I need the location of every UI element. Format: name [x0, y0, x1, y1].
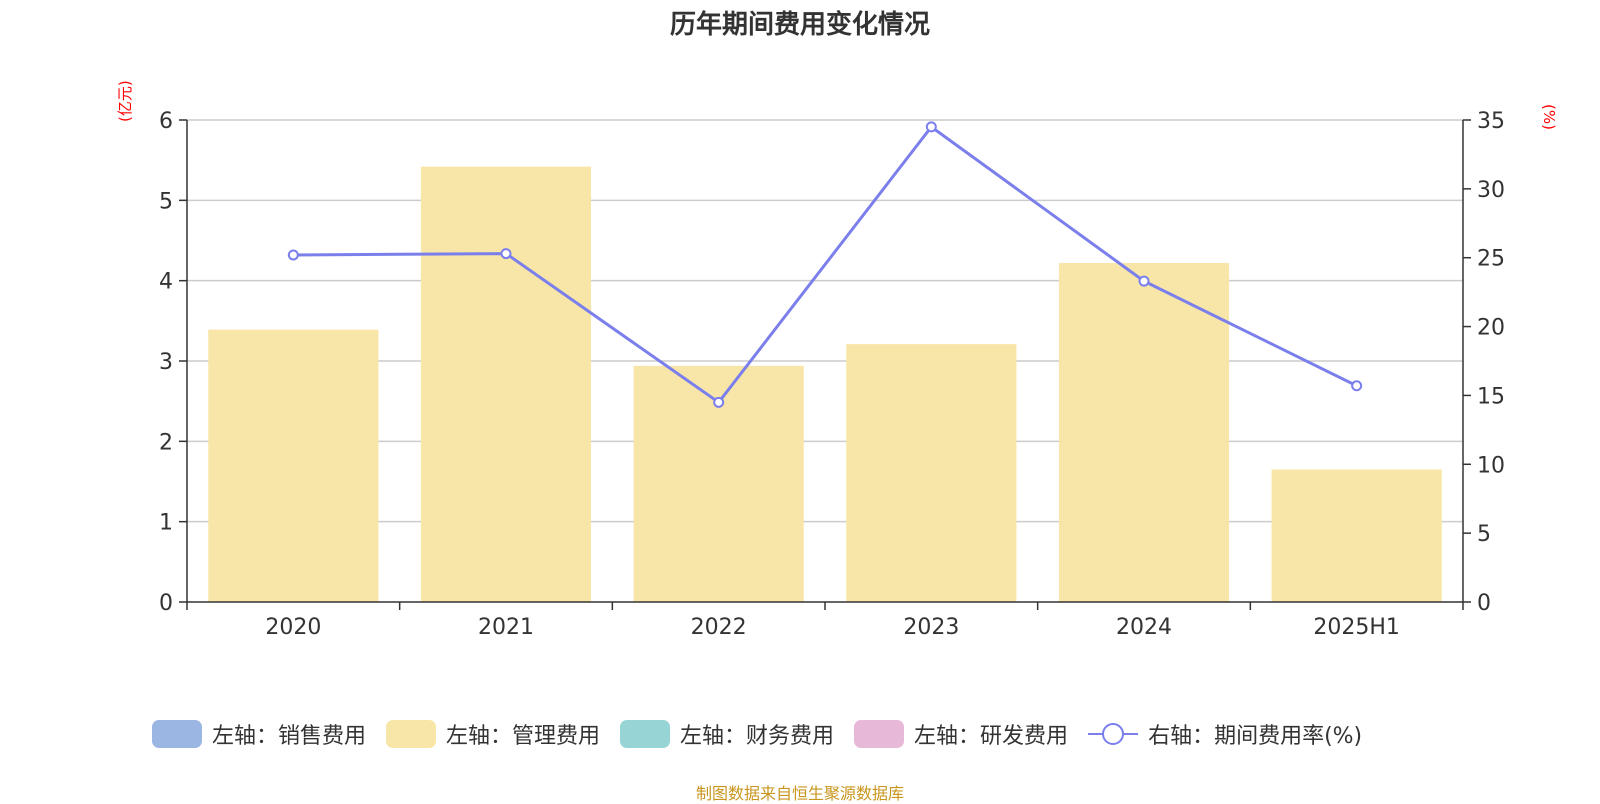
right-axis-tick-label: 5: [1477, 522, 1491, 547]
expense-ratio-point: [925, 121, 937, 133]
bar-admin-expense: [1271, 469, 1442, 602]
left-axis-tick-label: 0: [159, 591, 173, 616]
x-axis-tick-label: 2023: [903, 615, 959, 640]
x-axis-tick-label: 2021: [478, 615, 534, 640]
left-axis-tick-label: 1: [159, 511, 173, 536]
right-axis-tick-label: 30: [1477, 178, 1505, 203]
x-axis-tick-label: 2025H1: [1313, 615, 1400, 640]
legend-line-marker-icon: [1088, 723, 1139, 745]
legend-label-sales: 左轴：销售费用: [212, 724, 367, 749]
legend-item-finance[interactable]: 左轴：财务费用: [620, 718, 834, 750]
bar-admin-expense: [420, 166, 592, 603]
chart-title: 历年期间费用变化情况: [669, 10, 930, 40]
legend-label-rd: 左轴：研发费用: [914, 724, 1069, 749]
left-axis-tick-label: 2: [159, 430, 173, 455]
legend-swatch-rd: [854, 720, 905, 748]
x-axis-tick-label: 2022: [691, 615, 747, 640]
legend-swatch-finance: [620, 720, 671, 748]
right-axis-tick-label: 35: [1477, 109, 1505, 134]
legend-item-expense-ratio[interactable]: 右轴：期间费用率(%): [1088, 718, 1362, 750]
right-axis-tick-label: 25: [1477, 247, 1505, 272]
legend-swatch-admin: [386, 720, 437, 748]
data-source-note: 制图数据来自恒生聚源数据库: [695, 784, 904, 803]
expense-ratio-point: [500, 248, 512, 260]
expense-ratio-point: [287, 249, 299, 261]
expense-ratio-point: [713, 396, 725, 408]
right-axis-tick-label: 0: [1477, 591, 1491, 616]
expense-ratio-point: [1138, 275, 1150, 287]
legend: 左轴：销售费用 左轴：管理费用 左轴：财务费用 左轴：研发费用 右轴：期间费用率…: [152, 718, 1382, 750]
bar-admin-expense: [1058, 262, 1230, 602]
legend-label-expense-ratio: 右轴：期间费用率(%): [1148, 724, 1363, 749]
x-axis-tick-label: 2024: [1116, 615, 1172, 640]
legend-swatch-sales: [152, 720, 202, 748]
left-axis-tick-label: 3: [159, 350, 173, 375]
legend-label-finance: 左轴：财务费用: [680, 724, 835, 749]
bar-admin-expense: [208, 329, 379, 602]
legend-item-sales[interactable]: 左轴：销售费用: [152, 718, 366, 750]
expense-ratio-line: [293, 125, 1358, 404]
expense-ratio-point: [1351, 380, 1363, 392]
legend-label-admin: 左轴：管理费用: [446, 724, 601, 749]
left-axis-tick-label: 6: [159, 109, 173, 134]
legend-item-admin[interactable]: 左轴：管理费用: [386, 718, 600, 750]
x-axis-tick-label: 2020: [265, 615, 321, 640]
chart-canvas: 0 1 2 3 4 5 6 0 5 10 15 20 25 30 35 2020 2021 2022 2023 202…: [159, 109, 1505, 640]
left-axis-tick-label: 5: [159, 189, 173, 214]
bar-admin-expense: [846, 344, 1017, 602]
right-axis-tick-label: 20: [1477, 316, 1505, 341]
left-axis-tick-label: 4: [159, 270, 173, 295]
right-axis-tick-label: 10: [1477, 453, 1505, 478]
right-axis-tick-label: 15: [1477, 384, 1505, 409]
legend-item-rd[interactable]: 左轴：研发费用: [854, 718, 1068, 750]
